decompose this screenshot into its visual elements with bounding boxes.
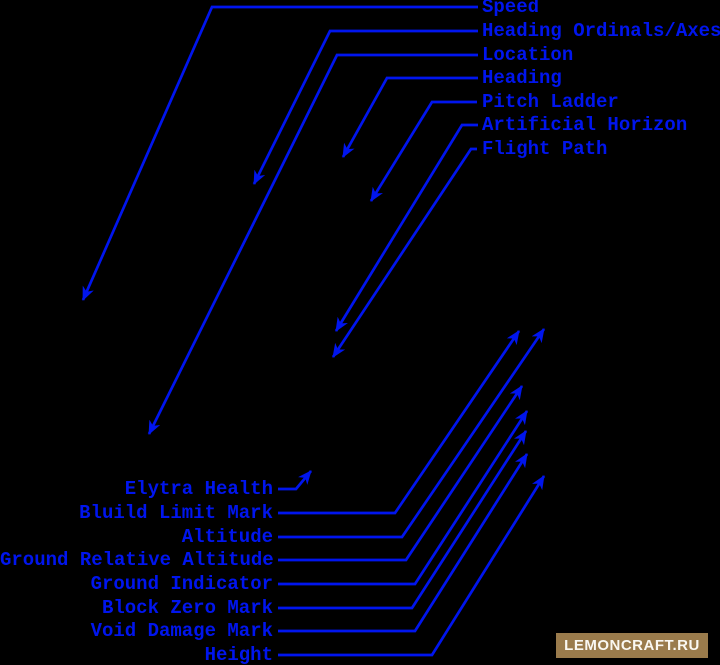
arrow-artificial-horizon (334, 123, 478, 332)
label-heading-ordinals-axes: Heading Ordinals/Axes (482, 20, 720, 42)
arrow-height (278, 475, 546, 657)
arrow-flight-path (331, 147, 477, 358)
arrow-ground-relative-altitude (278, 385, 524, 562)
label-speed: Speed (482, 0, 540, 18)
label-ground-indicator: Ground Indicator (90, 573, 273, 595)
arrow-elytra-health (278, 470, 313, 491)
arrow-ground-indicator (278, 410, 529, 586)
watermark-text: LEMONCRAFT.RU (564, 637, 700, 654)
label-heading: Heading (482, 67, 562, 89)
arrow-altitude (278, 328, 546, 539)
label-location: Location (482, 44, 574, 66)
arrow-void-damage-mark (278, 453, 529, 633)
label-altitude: Altitude (181, 526, 273, 548)
label-flight-path: Flight Path (482, 138, 608, 160)
label-pitch-ladder: Pitch Ladder (482, 91, 619, 113)
label-ground-relative-altitude: Ground Relative Altitude (0, 549, 274, 571)
arrow-bluild-limit-mark (278, 330, 521, 515)
label-bluild-limit-mark: Bluild Limit Mark (79, 502, 273, 524)
label-void-damage-mark: Void Damage Mark (90, 620, 273, 642)
arrow-heading-ordinals-axes (252, 29, 478, 185)
arrow-pitch-ladder (369, 100, 477, 202)
label-elytra-health: Elytra Health (124, 478, 273, 500)
arrow-location (147, 53, 478, 435)
label-block-zero-mark: Block Zero Mark (101, 597, 273, 619)
arrow-block-zero-mark (278, 430, 528, 610)
label-height: Height (204, 644, 273, 665)
watermark-badge: LEMONCRAFT.RU (556, 633, 708, 658)
arrow-heading (341, 76, 478, 158)
arrow-speed (81, 5, 478, 301)
label-artificial-horizon: Artificial Horizon (482, 114, 688, 136)
